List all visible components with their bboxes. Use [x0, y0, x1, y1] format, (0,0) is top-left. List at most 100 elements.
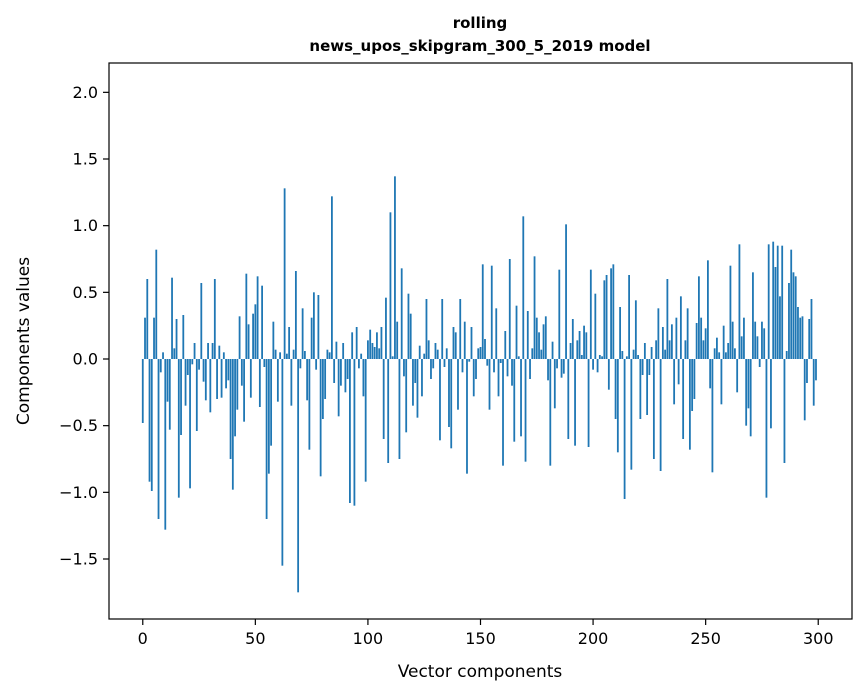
x-tick-label: 50: [245, 629, 265, 648]
bar-component-276: [763, 328, 766, 359]
bar-component-152: [484, 339, 486, 359]
bar-component-203: [598, 355, 601, 359]
bar-component-266: [740, 336, 743, 359]
bar-component-237: [675, 317, 678, 359]
bar-component-140: [457, 359, 459, 410]
bar-component-139: [454, 332, 457, 359]
bar-component-45: [243, 359, 245, 422]
bar-component-103: [373, 347, 376, 359]
bar-component-130: [434, 343, 437, 359]
bar-component-169: [522, 216, 525, 359]
bar-component-43: [238, 316, 241, 359]
bar-component-5: [153, 317, 155, 359]
bar-component-281: [774, 267, 777, 359]
bar-component-115: [400, 268, 403, 359]
bar-component-109: [387, 359, 390, 463]
bar-component-195: [580, 355, 583, 359]
bar-component-231: [661, 327, 664, 359]
bar-component-217: [630, 359, 633, 470]
bar-component-32: [213, 279, 216, 359]
bar-component-177: [540, 349, 543, 359]
bar-component-22: [191, 359, 194, 365]
bar-component-241: [684, 340, 687, 359]
bar-component-108: [385, 297, 387, 359]
bar-component-133: [441, 299, 444, 359]
bar-component-262: [731, 321, 734, 359]
bar-component-120: [412, 359, 414, 406]
bar-component-136: [448, 359, 450, 427]
bar-component-97: [360, 353, 363, 359]
bar-component-63: [283, 188, 286, 359]
bar-component-93: [351, 332, 354, 359]
bar-component-260: [727, 343, 730, 359]
bar-component-95: [355, 327, 358, 359]
bar-component-280: [772, 241, 775, 359]
chart-title: rolling: [453, 14, 508, 32]
bar-component-123: [418, 345, 421, 359]
bar-component-179: [544, 316, 547, 359]
bar-component-238: [677, 359, 680, 385]
bar-component-142: [461, 359, 464, 373]
x-tick-label: 100: [353, 629, 384, 648]
bar-component-242: [686, 308, 689, 359]
bar-component-210: [614, 359, 617, 419]
bar-component-209: [612, 264, 615, 359]
bar-component-76: [312, 292, 315, 359]
bar-component-75: [310, 317, 313, 359]
bar-component-148: [475, 359, 477, 379]
bar-component-184: [556, 359, 558, 369]
bar-component-25: [198, 359, 200, 370]
bar-component-163: [508, 259, 511, 359]
bar-component-213: [621, 351, 624, 359]
bar-component-234: [668, 340, 671, 359]
y-tick-label: 2.0: [73, 83, 98, 102]
bar-component-221: [639, 359, 642, 419]
bar-component-249: [702, 340, 705, 359]
bar-component-12: [168, 359, 171, 430]
bar-component-211: [616, 359, 619, 453]
bar-component-216: [628, 275, 630, 359]
bar-component-244: [691, 359, 694, 411]
bar-component-254: [713, 348, 716, 359]
bar-component-265: [738, 244, 741, 359]
bar-component-154: [488, 359, 491, 410]
bar-component-141: [459, 299, 462, 359]
bar-component-137: [450, 359, 453, 449]
bar-component-6: [155, 249, 158, 359]
bar-component-282: [776, 245, 779, 359]
bar-component-212: [619, 307, 621, 359]
bar-component-232: [664, 349, 667, 359]
bar-component-204: [601, 356, 603, 359]
bar-component-16: [177, 359, 180, 498]
bar-component-124: [421, 359, 423, 397]
bar-component-239: [679, 296, 682, 359]
bar-component-132: [439, 359, 441, 441]
bar-component-175: [535, 317, 538, 359]
bar-component-171: [526, 311, 529, 359]
bar-component-59: [274, 349, 277, 359]
bar-component-286: [785, 351, 788, 359]
y-tick-label: 0.0: [73, 350, 98, 369]
bar-component-38: [227, 359, 230, 381]
bar-component-235: [670, 324, 673, 359]
bar-component-62: [281, 359, 284, 566]
y-axis-label: Components values: [14, 257, 34, 425]
bar-component-99: [364, 359, 367, 482]
bar-component-58: [272, 321, 275, 359]
bar-component-278: [767, 244, 770, 359]
bar-component-157: [495, 308, 498, 359]
bar-component-220: [637, 355, 640, 359]
bar-component-214: [623, 359, 626, 499]
bar-component-176: [538, 332, 540, 359]
bar-component-264: [736, 359, 739, 393]
bar-component-299: [815, 359, 817, 381]
bar-component-150: [479, 347, 482, 359]
bar-component-104: [376, 332, 378, 359]
y-tick-label: −1.5: [59, 550, 98, 569]
x-tick-label: 150: [465, 629, 496, 648]
bar-component-269: [747, 359, 750, 409]
bar-component-207: [607, 359, 610, 390]
y-tick-label: 1.5: [73, 150, 98, 169]
bar-component-227: [652, 359, 655, 459]
bar-component-8: [159, 359, 162, 373]
